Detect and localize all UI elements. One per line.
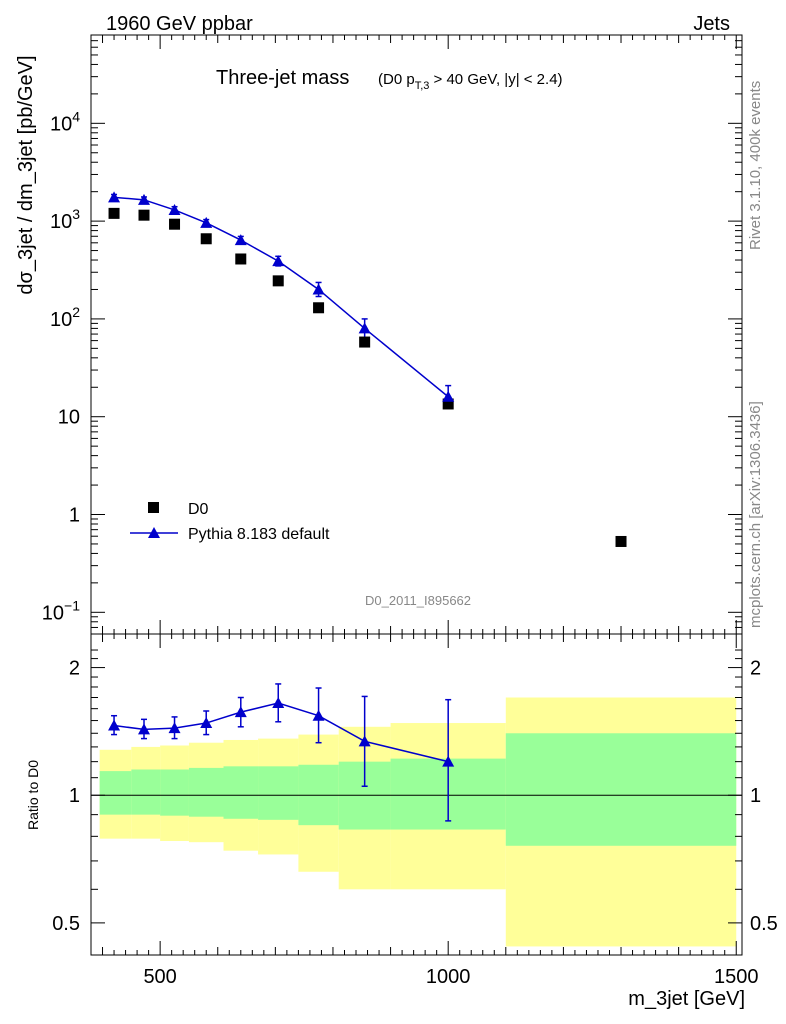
ratio-point xyxy=(234,706,247,718)
main-ytick-label: 104 xyxy=(50,108,80,135)
band-inner-1 xyxy=(131,769,161,815)
band-inner-4 xyxy=(223,766,259,819)
ytick-base: 10 xyxy=(50,211,72,233)
ytick-exponent: 4 xyxy=(72,108,80,124)
ytick-base: 10 xyxy=(50,309,72,331)
ytick-exponent: −1 xyxy=(64,597,80,613)
ratio-frame xyxy=(90,633,743,956)
ytick-exponent: 3 xyxy=(72,206,80,222)
d0-point xyxy=(615,535,627,547)
ytick-base: 10 xyxy=(42,602,64,624)
ratio-point xyxy=(358,735,371,747)
main-ytick-label: 1 xyxy=(69,505,80,527)
d0-point xyxy=(108,207,120,219)
band-inner-3 xyxy=(188,767,224,817)
d0-point xyxy=(313,302,325,314)
legend-d0-marker xyxy=(148,502,159,513)
ratio-point xyxy=(108,719,121,731)
mc-line xyxy=(113,196,449,398)
ratio-ytick-label-left: 0.5 xyxy=(52,913,80,935)
chart-subtitle: (D0 pT,3 > 40 GeV, |y| < 2.4) xyxy=(378,71,563,92)
header-left: 1960 GeV ppbar xyxy=(106,13,253,35)
ratio-ytick-label-left: 2 xyxy=(69,658,80,680)
ratio-ytick-label-left: 1 xyxy=(69,785,80,807)
band-inner-2 xyxy=(160,769,189,816)
chart-title-main: Three-jet mass xyxy=(216,67,349,89)
mc-point xyxy=(358,322,371,334)
mc-point xyxy=(312,283,325,295)
legend-mc-marker xyxy=(148,527,160,538)
chart-subtitle-prefix: (D0 p xyxy=(378,71,415,88)
chart-subtitle-suffix: > 40 GeV, |y| < 2.4) xyxy=(429,71,562,88)
mc-point xyxy=(168,203,181,215)
band-inner-0 xyxy=(99,771,132,815)
main-frame xyxy=(90,34,743,635)
band-inner-5 xyxy=(258,766,299,820)
ratio-ytick-label-right: 0.5 xyxy=(750,913,778,935)
xtick-label: 1000 xyxy=(426,966,471,988)
header-right: Jets xyxy=(693,13,730,35)
ratio-point xyxy=(200,717,213,729)
ratio-ytick-label-right: 2 xyxy=(750,658,761,680)
ytick-exponent: 2 xyxy=(72,304,80,320)
ratio-panel: 500 1000 1500 0.5 0.5 1 1 2 2 xyxy=(52,633,778,988)
xlabel: m_3jet [GeV] xyxy=(628,988,745,1010)
xtick-label: 1500 xyxy=(714,966,759,988)
main-ytick-label: 10−1 xyxy=(42,597,80,624)
main-ytick-label: 102 xyxy=(50,304,80,331)
chart-title: Three-jet mass xyxy=(216,67,349,89)
mc-point xyxy=(272,255,285,267)
d0-point xyxy=(272,275,284,287)
d0-point xyxy=(200,233,212,245)
ratio-ylabel: Ratio to D0 xyxy=(25,760,41,830)
main-ylabel: dσ_3jet / dm_3jet [pb/GeV] xyxy=(15,55,37,294)
mc-point xyxy=(234,234,247,246)
ratio-point xyxy=(138,723,151,735)
band-inner-9 xyxy=(505,733,737,846)
ratio-ytick-label-right: 1 xyxy=(750,785,761,807)
xtick-label: 500 xyxy=(143,966,176,988)
ratio-point xyxy=(272,697,285,709)
analysis-id: D0_2011_I895662 xyxy=(365,593,471,608)
mc-point xyxy=(108,191,121,203)
d0-point xyxy=(442,398,454,410)
ratio-point xyxy=(442,755,455,767)
ratio-point xyxy=(312,709,325,721)
legend: D0 Pythia 8.183 default xyxy=(130,501,330,543)
legend-mc-label: Pythia 8.183 default xyxy=(188,526,330,543)
chart-subtitle-sub: T,3 xyxy=(415,80,430,92)
side-text-top: Rivet 3.1.10, 400k events xyxy=(747,81,764,250)
ytick-base: 10 xyxy=(50,113,72,135)
ratio-point xyxy=(168,722,181,734)
main-ytick-label: 10 xyxy=(58,407,80,429)
side-text-bottom: mcplots.cern.ch [arXiv:1306.3436] xyxy=(747,401,764,628)
legend-d0-label: D0 xyxy=(188,501,209,518)
d0-point xyxy=(169,218,181,230)
mc-point xyxy=(138,193,151,205)
main-ytick-label: 103 xyxy=(50,206,80,233)
mc-point xyxy=(442,390,455,402)
mc-point xyxy=(200,216,213,228)
d0-point xyxy=(359,336,371,348)
d0-point xyxy=(138,209,150,221)
d0-point xyxy=(235,253,247,265)
